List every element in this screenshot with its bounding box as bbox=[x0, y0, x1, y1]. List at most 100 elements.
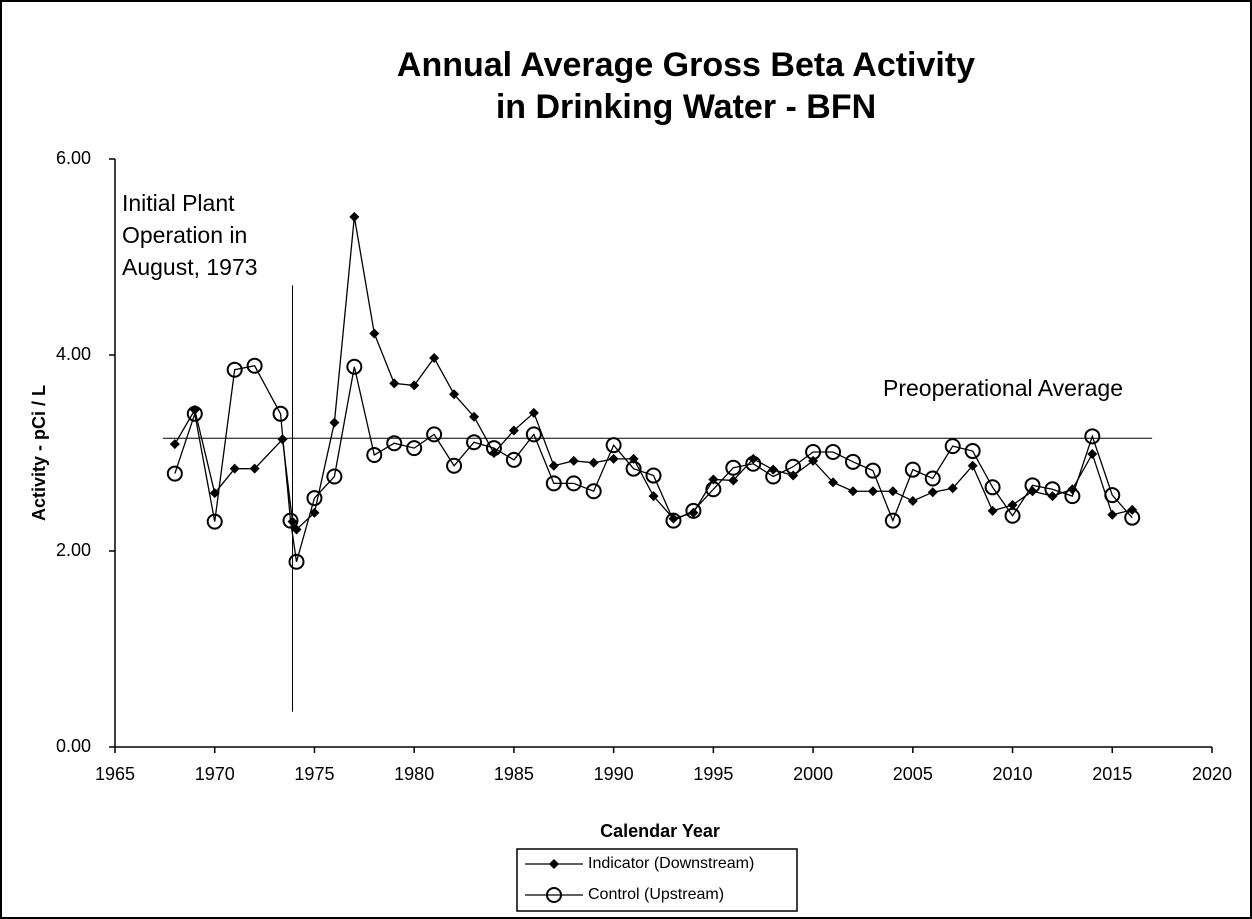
circle-marker bbox=[625, 460, 642, 477]
x-tick-label: 1985 bbox=[494, 764, 534, 784]
diamond-marker bbox=[967, 460, 978, 471]
y-tick-label: 0.00 bbox=[56, 736, 91, 756]
circle-marker bbox=[944, 438, 961, 455]
diamond-marker bbox=[528, 407, 539, 418]
circle-marker bbox=[805, 444, 822, 461]
circle-marker bbox=[406, 440, 423, 457]
x-axis-title: Calendar Year bbox=[600, 821, 720, 841]
circle-marker bbox=[525, 426, 542, 443]
series-line bbox=[174, 365, 1133, 562]
y-tick-label: 2.00 bbox=[56, 540, 91, 560]
circle-marker bbox=[326, 468, 343, 485]
circle-marker bbox=[705, 481, 722, 498]
circle-marker bbox=[565, 475, 582, 492]
circle-marker bbox=[1044, 481, 1061, 498]
x-tick-label: 1990 bbox=[594, 764, 634, 784]
diamond-marker bbox=[947, 483, 958, 494]
circle-marker bbox=[446, 457, 463, 474]
circle-marker bbox=[765, 468, 782, 485]
circle-marker bbox=[665, 512, 682, 529]
diamond-marker bbox=[329, 417, 340, 428]
diamond-marker bbox=[688, 507, 699, 518]
x-tick-label: 2020 bbox=[1192, 764, 1232, 784]
legend-label: Indicator (Downstream) bbox=[588, 855, 754, 872]
diamond-marker bbox=[568, 455, 579, 466]
circle-marker bbox=[282, 512, 299, 529]
legend-marker bbox=[549, 859, 559, 869]
diamond-marker bbox=[369, 328, 380, 339]
diamond-marker bbox=[907, 496, 918, 507]
circle-marker bbox=[186, 405, 203, 422]
x-tick-label: 1995 bbox=[693, 764, 733, 784]
circle-marker bbox=[485, 440, 502, 457]
diamond-marker bbox=[828, 477, 839, 488]
diamond-marker bbox=[728, 475, 739, 486]
circle-marker bbox=[346, 358, 363, 375]
diamond-marker bbox=[249, 463, 260, 474]
diamond-marker bbox=[389, 378, 400, 389]
circle-marker bbox=[306, 490, 323, 507]
diamond-marker bbox=[987, 505, 998, 516]
circle-marker bbox=[1124, 509, 1141, 526]
y-tick-label: 4.00 bbox=[56, 344, 91, 364]
chart-title: in Drinking Water - BFN bbox=[496, 88, 876, 126]
series-line bbox=[174, 216, 1133, 531]
diamond-marker bbox=[1007, 499, 1018, 510]
circle-marker bbox=[272, 405, 289, 422]
circle-marker bbox=[884, 512, 901, 529]
diamond-marker bbox=[409, 380, 420, 391]
circle-marker bbox=[785, 458, 802, 475]
diamond-marker bbox=[548, 460, 559, 471]
diamond-marker bbox=[349, 211, 360, 222]
circle-marker bbox=[685, 502, 702, 519]
annotation: Operation in bbox=[122, 222, 247, 248]
circle-marker bbox=[1104, 487, 1121, 504]
circle-marker bbox=[964, 443, 981, 460]
diamond-marker bbox=[887, 486, 898, 497]
diamond-marker bbox=[648, 491, 659, 502]
x-tick-label: 2000 bbox=[793, 764, 833, 784]
annotation: Preoperational Average bbox=[883, 375, 1123, 401]
diamond-marker bbox=[847, 486, 858, 497]
x-tick-label: 1965 bbox=[95, 764, 135, 784]
diamond-marker bbox=[608, 453, 619, 464]
circle-marker bbox=[585, 483, 602, 500]
circle-marker bbox=[226, 361, 243, 378]
circle-marker bbox=[386, 435, 403, 452]
x-tick-label: 2015 bbox=[1092, 764, 1132, 784]
circle-marker bbox=[246, 357, 263, 374]
circle-marker bbox=[645, 467, 662, 484]
x-tick-label: 1975 bbox=[294, 764, 334, 784]
circle-marker bbox=[725, 459, 742, 476]
circle-marker bbox=[924, 470, 941, 487]
diamond-marker bbox=[229, 463, 240, 474]
annotation: August, 1973 bbox=[122, 254, 258, 280]
circle-marker bbox=[288, 553, 305, 570]
diamond-marker bbox=[1107, 509, 1118, 520]
circle-marker bbox=[844, 453, 861, 470]
circle-marker bbox=[864, 462, 881, 479]
diamond-marker bbox=[309, 507, 320, 518]
x-tick-label: 1970 bbox=[195, 764, 235, 784]
diamond-marker bbox=[508, 425, 519, 436]
y-axis-title: Activity - pCi / L bbox=[29, 385, 49, 521]
diamond-marker bbox=[169, 439, 180, 450]
diamond-marker bbox=[927, 487, 938, 498]
circle-marker bbox=[825, 444, 842, 461]
x-tick-label: 2005 bbox=[893, 764, 933, 784]
diamond-marker bbox=[449, 389, 460, 400]
legend bbox=[516, 848, 798, 912]
chart-title: Annual Average Gross Beta Activity bbox=[397, 46, 975, 84]
circle-marker bbox=[466, 434, 483, 451]
circle-marker bbox=[605, 437, 622, 454]
legend-label: Control (Upstream) bbox=[588, 886, 724, 903]
circle-marker bbox=[1004, 507, 1021, 524]
circle-marker bbox=[1064, 488, 1081, 505]
circle-marker bbox=[366, 446, 383, 463]
diamond-marker bbox=[1087, 448, 1098, 459]
x-tick-label: 2010 bbox=[993, 764, 1033, 784]
diamond-marker bbox=[429, 352, 440, 363]
circle-marker bbox=[745, 455, 762, 472]
circle-marker bbox=[505, 451, 522, 468]
